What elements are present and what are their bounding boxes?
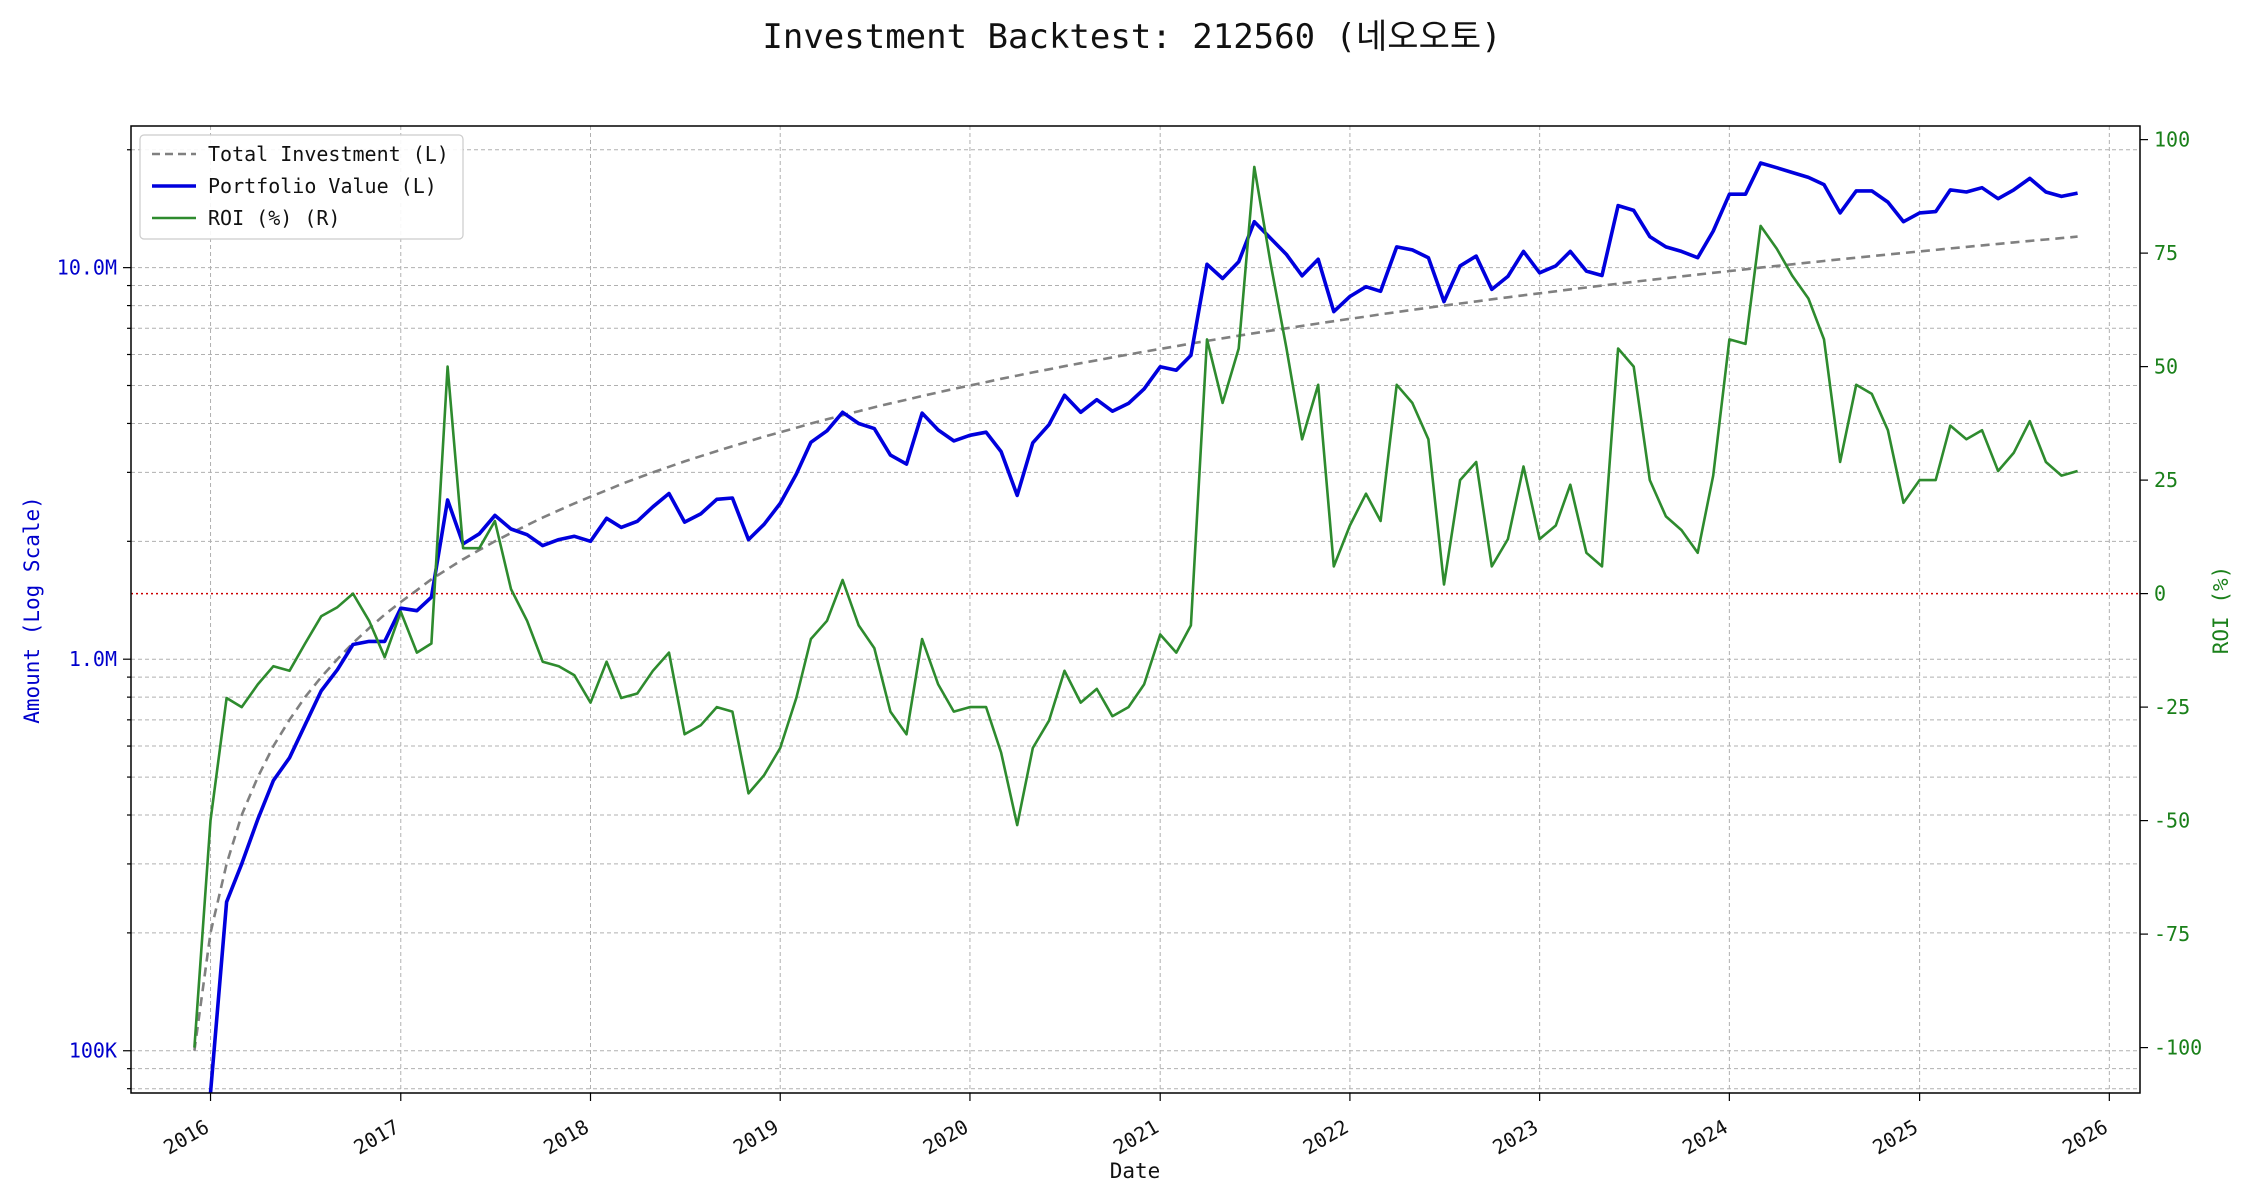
legend-box [139,134,464,240]
right-tick-label: 0 [2154,582,2166,606]
series-layer [131,161,2140,1094]
right-tick-label: -100 [2154,1036,2202,1060]
right-tick-label: 50 [2154,355,2178,379]
right-tick-label: 100 [2154,128,2190,152]
x-tick-label: 2022 [1299,1115,1353,1160]
x-tick-label: 2016 [159,1115,213,1160]
x-tick-label: 2019 [729,1115,783,1160]
left-tick-label: 1.0M [69,647,117,671]
right-tick-label: -25 [2154,695,2190,719]
x-tick-label: 2023 [1488,1115,1542,1160]
legend-label-total-investment: Total Investment (L) [208,142,449,166]
right-axis-label: ROI (%) [2209,566,2233,655]
x-axis-label: Date [1110,1159,1161,1183]
x-tick-label: 2021 [1109,1115,1163,1160]
x-tick-label: 2017 [350,1115,404,1160]
total-investment-line [193,235,2078,1051]
roi-line [193,165,2078,1048]
right-tick-label: 75 [2154,241,2178,265]
right-tick-label: -50 [2154,809,2190,833]
x-tick-label: 2026 [2058,1115,2112,1160]
legend-label-portfolio-value: Portfolio Value (L) [208,174,437,198]
plot-frame [130,125,2141,1094]
right-tick-label: -75 [2154,922,2190,946]
left-axis-label: Amount (Log Scale) [20,496,44,724]
x-tick-label: 2024 [1678,1115,1732,1160]
legend: Total Investment (L) Portfolio Value (L)… [139,134,464,240]
portfolio-value-line [208,161,2078,1094]
chart-title: Investment Backtest: 212560 (네오오토) [762,17,1501,57]
left-tick-label: 100K [69,1039,117,1063]
x-tick-label: 2025 [1868,1115,1922,1160]
x-tick-label: 2020 [919,1115,973,1160]
legend-label-roi: ROI (%) (R) [208,206,340,230]
x-tick-label: 2018 [539,1115,593,1160]
right-tick-label: 25 [2154,468,2178,492]
left-tick-label: 10.0M [57,256,117,280]
